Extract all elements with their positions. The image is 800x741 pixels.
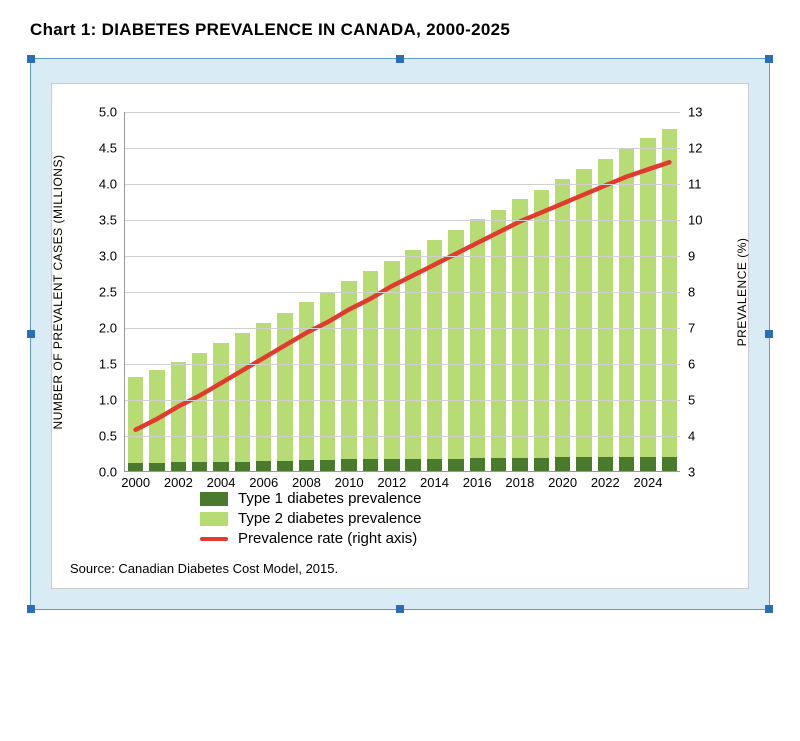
x-tick: 2006 — [249, 475, 278, 490]
x-tick: 2020 — [548, 475, 577, 490]
legend-swatch-rate — [200, 537, 228, 541]
y-tick-left: 2.5 — [99, 285, 117, 300]
selection-handle[interactable] — [396, 55, 404, 63]
selection-handle[interactable] — [765, 605, 773, 613]
x-tick: 2010 — [335, 475, 364, 490]
legend-swatch-type1 — [200, 492, 228, 506]
plot-area: 0.00.51.01.52.02.53.03.54.04.55.03456789… — [124, 112, 680, 472]
selection-handle[interactable] — [27, 55, 35, 63]
selection-frame: NUMBER OF PREVALENT CASES (MILLIONS) PRE… — [30, 58, 770, 610]
grid-line — [125, 148, 680, 149]
grid-line — [125, 256, 680, 257]
y-tick-right: 8 — [688, 285, 695, 300]
x-tick: 2004 — [207, 475, 236, 490]
y-tick-left: 4.0 — [99, 177, 117, 192]
x-tick: 2000 — [121, 475, 150, 490]
x-tick: 2002 — [164, 475, 193, 490]
y-tick-right: 10 — [688, 213, 702, 228]
y-tick-right: 13 — [688, 105, 702, 120]
y-tick-left: 1.5 — [99, 357, 117, 372]
grid-line — [125, 292, 680, 293]
y-tick-left: 2.0 — [99, 321, 117, 336]
y-tick-left: 0.5 — [99, 429, 117, 444]
y-tick-right: 11 — [688, 177, 702, 192]
x-tick: 2022 — [591, 475, 620, 490]
grid-line — [125, 400, 680, 401]
y-tick-left: 1.0 — [99, 393, 117, 408]
selection-handle[interactable] — [765, 55, 773, 63]
y-tick-right: 4 — [688, 429, 695, 444]
chart-panel: NUMBER OF PREVALENT CASES (MILLIONS) PRE… — [51, 83, 749, 589]
legend: Type 1 diabetes prevalence Type 2 diabet… — [200, 490, 730, 547]
y-tick-left: 5.0 — [99, 105, 117, 120]
y-tick-left: 3.5 — [99, 213, 117, 228]
y-tick-right: 9 — [688, 249, 695, 264]
y-tick-right: 6 — [688, 357, 695, 372]
prevalence-rate-line — [136, 162, 670, 429]
y-tick-left: 0.0 — [99, 465, 117, 480]
x-tick: 2014 — [420, 475, 449, 490]
selection-handle[interactable] — [27, 330, 35, 338]
legend-swatch-type2 — [200, 512, 228, 526]
legend-item-rate: Prevalence rate (right axis) — [200, 530, 730, 547]
y-axis-left-label: NUMBER OF PREVALENT CASES (MILLIONS) — [51, 155, 65, 430]
legend-label: Prevalence rate (right axis) — [238, 530, 417, 547]
grid-line — [125, 328, 680, 329]
grid-line — [125, 220, 680, 221]
y-tick-right: 3 — [688, 465, 695, 480]
y-tick-right: 12 — [688, 141, 702, 156]
x-tick: 2012 — [377, 475, 406, 490]
y-tick-right: 5 — [688, 393, 695, 408]
chart-title: Chart 1: DIABETES PREVALENCE IN CANADA, … — [30, 20, 770, 40]
y-axis-right-label: PREVALENCE (%) — [735, 238, 749, 347]
x-tick: 2008 — [292, 475, 321, 490]
y-tick-right: 7 — [688, 321, 695, 336]
y-tick-left: 3.0 — [99, 249, 117, 264]
legend-label: Type 2 diabetes prevalence — [238, 510, 421, 527]
legend-item-type2: Type 2 diabetes prevalence — [200, 510, 730, 527]
grid-line — [125, 184, 680, 185]
selection-handle[interactable] — [396, 605, 404, 613]
selection-handle[interactable] — [27, 605, 35, 613]
legend-label: Type 1 diabetes prevalence — [238, 490, 421, 507]
source-text: Source: Canadian Diabetes Cost Model, 20… — [70, 561, 730, 576]
grid-line — [125, 112, 680, 113]
y-tick-left: 4.5 — [99, 141, 117, 156]
x-tick: 2024 — [634, 475, 663, 490]
x-tick: 2016 — [463, 475, 492, 490]
grid-line — [125, 364, 680, 365]
grid-line — [125, 436, 680, 437]
legend-item-type1: Type 1 diabetes prevalence — [200, 490, 730, 507]
selection-handle[interactable] — [765, 330, 773, 338]
x-tick: 2018 — [505, 475, 534, 490]
